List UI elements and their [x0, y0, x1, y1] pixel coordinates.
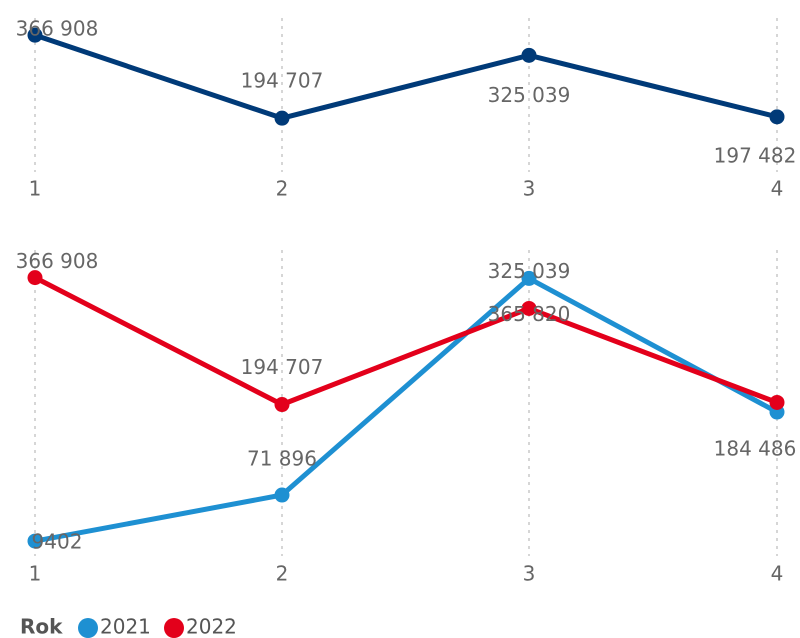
legend-swatch [78, 618, 98, 638]
data-label: 9402 [32, 530, 83, 554]
data-label: 71 896 [247, 447, 317, 471]
data-point [27, 27, 43, 43]
x-tick-label: 2 [276, 177, 289, 201]
legend-swatch [164, 618, 184, 638]
series-line [34, 275, 779, 544]
data-label: 194 707 [241, 355, 324, 379]
legend-label: 2021 [100, 615, 151, 638]
x-tick-label: 3 [523, 562, 536, 586]
data-point [521, 47, 537, 63]
data-point [521, 300, 537, 316]
x-tick-label: 2 [276, 562, 289, 586]
x-tick-label: 1 [29, 177, 42, 201]
legend-label: 2022 [186, 615, 237, 638]
data-point [769, 394, 785, 410]
x-tick-label: 4 [771, 177, 784, 201]
data-point [521, 270, 537, 286]
data-label: 184 486 [714, 437, 797, 461]
data-label: 325 039 [488, 83, 571, 107]
series-line [34, 32, 778, 121]
x-tick-label: 3 [523, 177, 536, 201]
x-tick-label: 4 [771, 562, 784, 586]
series-line [33, 275, 778, 408]
data-point [274, 397, 290, 413]
data-point [769, 109, 785, 125]
data-point [27, 270, 43, 286]
data-point [274, 110, 290, 126]
data-point [274, 487, 290, 503]
data-label: 365 820 [488, 302, 571, 326]
legend-title: Rok [20, 615, 63, 638]
data-label: 366 908 [16, 17, 99, 41]
data-point [27, 533, 43, 549]
data-label: 325 039 [488, 259, 571, 283]
data-label: 194 707 [241, 69, 324, 93]
data-label: 366 908 [16, 249, 99, 273]
data-label: 197 482 [714, 143, 797, 167]
x-tick-label: 1 [29, 562, 42, 586]
